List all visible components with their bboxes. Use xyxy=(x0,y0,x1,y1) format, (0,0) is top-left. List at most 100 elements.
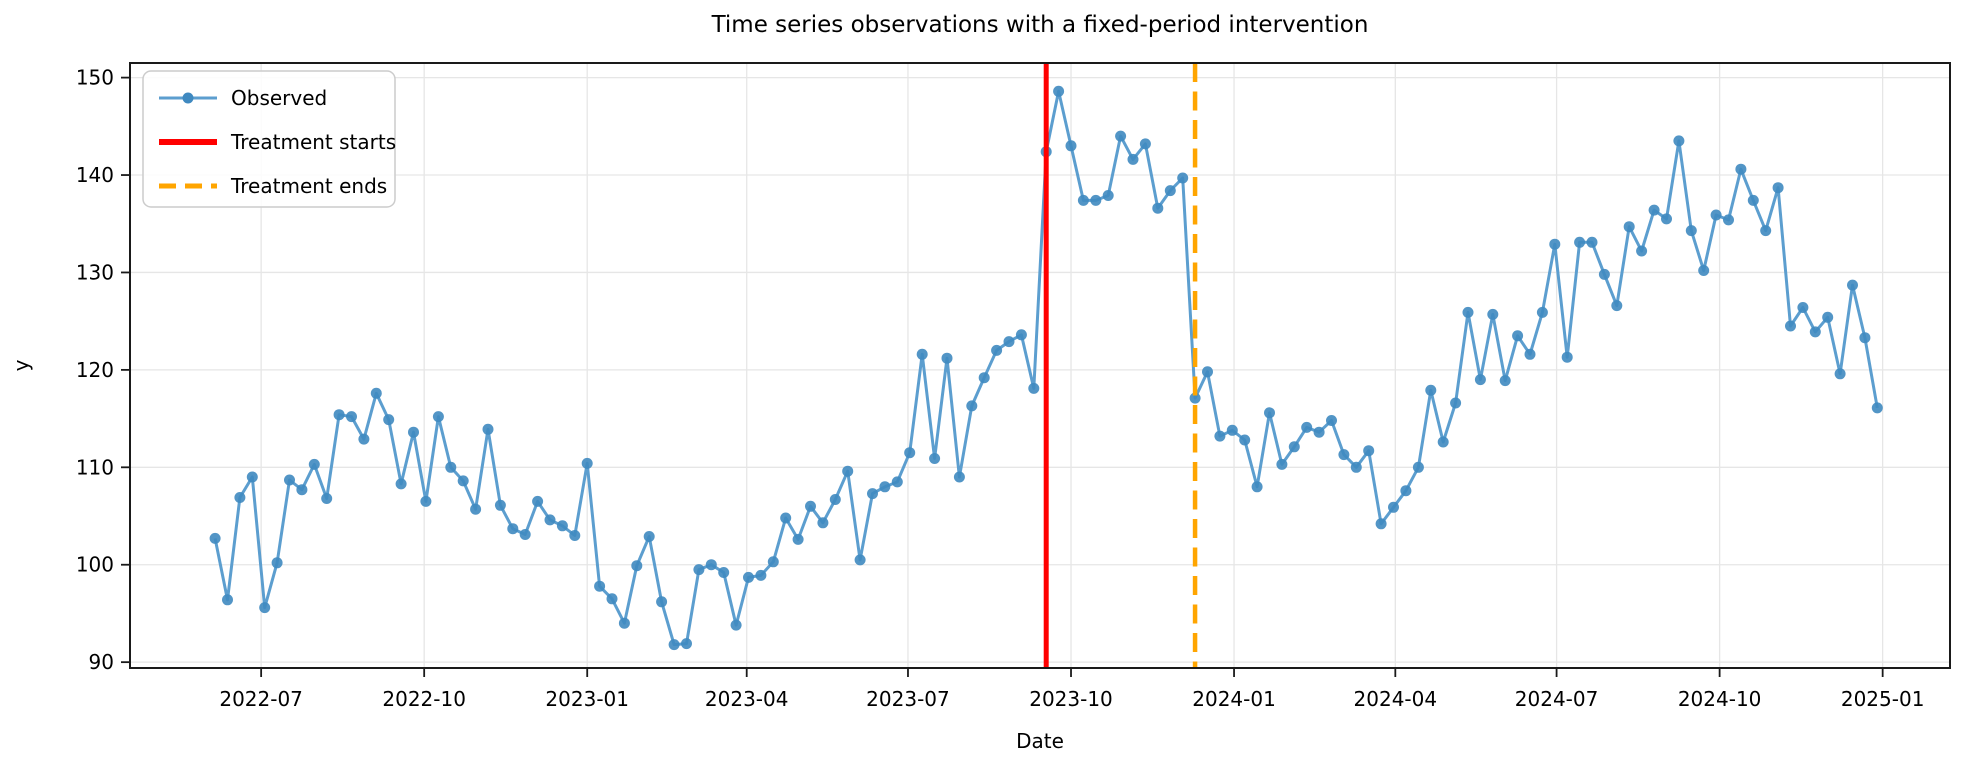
data-point-marker xyxy=(668,639,680,651)
data-point-marker xyxy=(792,533,804,545)
data-point-marker xyxy=(1586,236,1598,248)
data-point-marker xyxy=(929,453,941,464)
data-point-marker xyxy=(1375,518,1387,530)
data-point-marker xyxy=(1202,366,1213,378)
data-point-marker xyxy=(681,638,692,650)
x-tick-label: 2022-10 xyxy=(382,687,466,711)
data-point-marker xyxy=(1822,311,1834,323)
data-point-marker xyxy=(991,344,1003,356)
data-point-marker xyxy=(1747,194,1759,206)
data-point-marker xyxy=(544,514,556,526)
data-point-marker xyxy=(1313,426,1325,438)
legend-item-label: Treatment starts xyxy=(230,130,396,154)
data-point-marker xyxy=(1499,375,1511,387)
data-point-marker xyxy=(1723,214,1734,226)
observed-series xyxy=(209,85,1883,651)
data-point-marker xyxy=(780,512,792,524)
data-point-marker xyxy=(234,492,246,503)
data-point-marker xyxy=(1139,138,1151,150)
data-point-marker xyxy=(457,475,469,487)
data-point-marker xyxy=(1561,351,1573,363)
data-point-marker xyxy=(618,617,630,629)
data-point-marker xyxy=(1226,424,1238,436)
data-point-marker xyxy=(395,478,407,490)
data-point-marker xyxy=(1871,402,1883,414)
data-point-marker xyxy=(767,556,779,568)
data-point-marker xyxy=(854,554,866,566)
data-point-marker xyxy=(581,457,593,469)
data-point-marker xyxy=(743,571,754,583)
x-tick-label: 2023-10 xyxy=(1029,687,1113,711)
x-tick-label: 2025-01 xyxy=(1841,687,1925,711)
data-point-marker xyxy=(1685,225,1697,237)
data-point-marker xyxy=(842,465,854,477)
data-point-marker xyxy=(656,596,668,608)
data-point-marker xyxy=(1363,445,1375,457)
data-point-marker xyxy=(1326,415,1337,426)
data-point-marker xyxy=(1214,430,1226,442)
data-point-marker xyxy=(1164,185,1176,197)
x-tick-label: 2024-04 xyxy=(1354,687,1438,711)
data-point-marker xyxy=(1276,458,1288,470)
data-point-marker xyxy=(1152,202,1164,214)
data-point-marker xyxy=(494,499,506,511)
data-point-marker xyxy=(1288,441,1300,453)
data-point-marker xyxy=(271,557,283,569)
data-point-marker xyxy=(445,461,457,473)
data-point-marker xyxy=(1053,85,1065,97)
data-point-marker xyxy=(1127,153,1139,165)
legend-observed-marker-sample xyxy=(182,92,194,104)
data-point-marker xyxy=(519,529,531,540)
data-point-marker xyxy=(1028,382,1040,394)
data-point-marker xyxy=(246,471,258,483)
data-point-marker xyxy=(1772,182,1784,194)
data-point-marker xyxy=(1474,374,1486,386)
data-point-marker xyxy=(1301,421,1313,433)
data-point-marker xyxy=(1661,213,1672,225)
data-point-marker xyxy=(569,530,581,541)
data-point-marker xyxy=(594,580,606,592)
data-point-marker xyxy=(1785,320,1796,332)
data-point-marker xyxy=(507,523,519,535)
data-point-marker xyxy=(916,348,928,360)
data-point-marker xyxy=(1611,300,1623,312)
data-point-marker xyxy=(408,426,419,438)
data-point-marker xyxy=(1412,461,1424,473)
data-point-marker xyxy=(755,569,767,581)
data-point-marker xyxy=(1549,238,1561,250)
legend-item-label: Observed xyxy=(231,86,327,110)
data-point-marker xyxy=(1189,392,1201,404)
data-point-marker xyxy=(420,495,432,507)
data-point-marker xyxy=(1487,308,1499,320)
data-point-marker xyxy=(1015,329,1027,341)
data-point-marker xyxy=(1251,481,1263,493)
data-point-marker xyxy=(941,352,953,364)
data-point-marker xyxy=(296,484,308,496)
data-point-marker xyxy=(1400,485,1412,497)
data-point-marker xyxy=(1102,190,1114,201)
x-tick-label: 2023-07 xyxy=(866,687,950,711)
data-point-marker xyxy=(1090,194,1102,206)
data-point-marker xyxy=(1350,461,1362,473)
data-point-marker xyxy=(358,433,370,445)
data-point-marker xyxy=(1598,268,1610,280)
data-point-marker xyxy=(1574,236,1586,248)
data-point-marker xyxy=(482,423,494,435)
y-tick-label: 90 xyxy=(89,650,114,674)
data-point-marker xyxy=(222,594,233,606)
data-point-marker xyxy=(904,447,916,459)
data-point-marker xyxy=(643,531,655,542)
data-point-marker xyxy=(1698,265,1710,276)
data-point-marker xyxy=(1512,330,1524,342)
data-point-marker xyxy=(1735,163,1747,175)
data-point-marker xyxy=(1859,332,1871,344)
data-point-marker xyxy=(1673,135,1685,147)
data-point-marker xyxy=(693,564,705,576)
data-point-marker xyxy=(1797,302,1809,313)
data-point-marker xyxy=(1425,384,1437,396)
data-point-marker xyxy=(1450,397,1462,409)
data-point-marker xyxy=(1065,140,1077,152)
legend: Observed Treatment starts Treatment ends xyxy=(142,70,396,208)
data-point-marker xyxy=(1338,449,1350,461)
